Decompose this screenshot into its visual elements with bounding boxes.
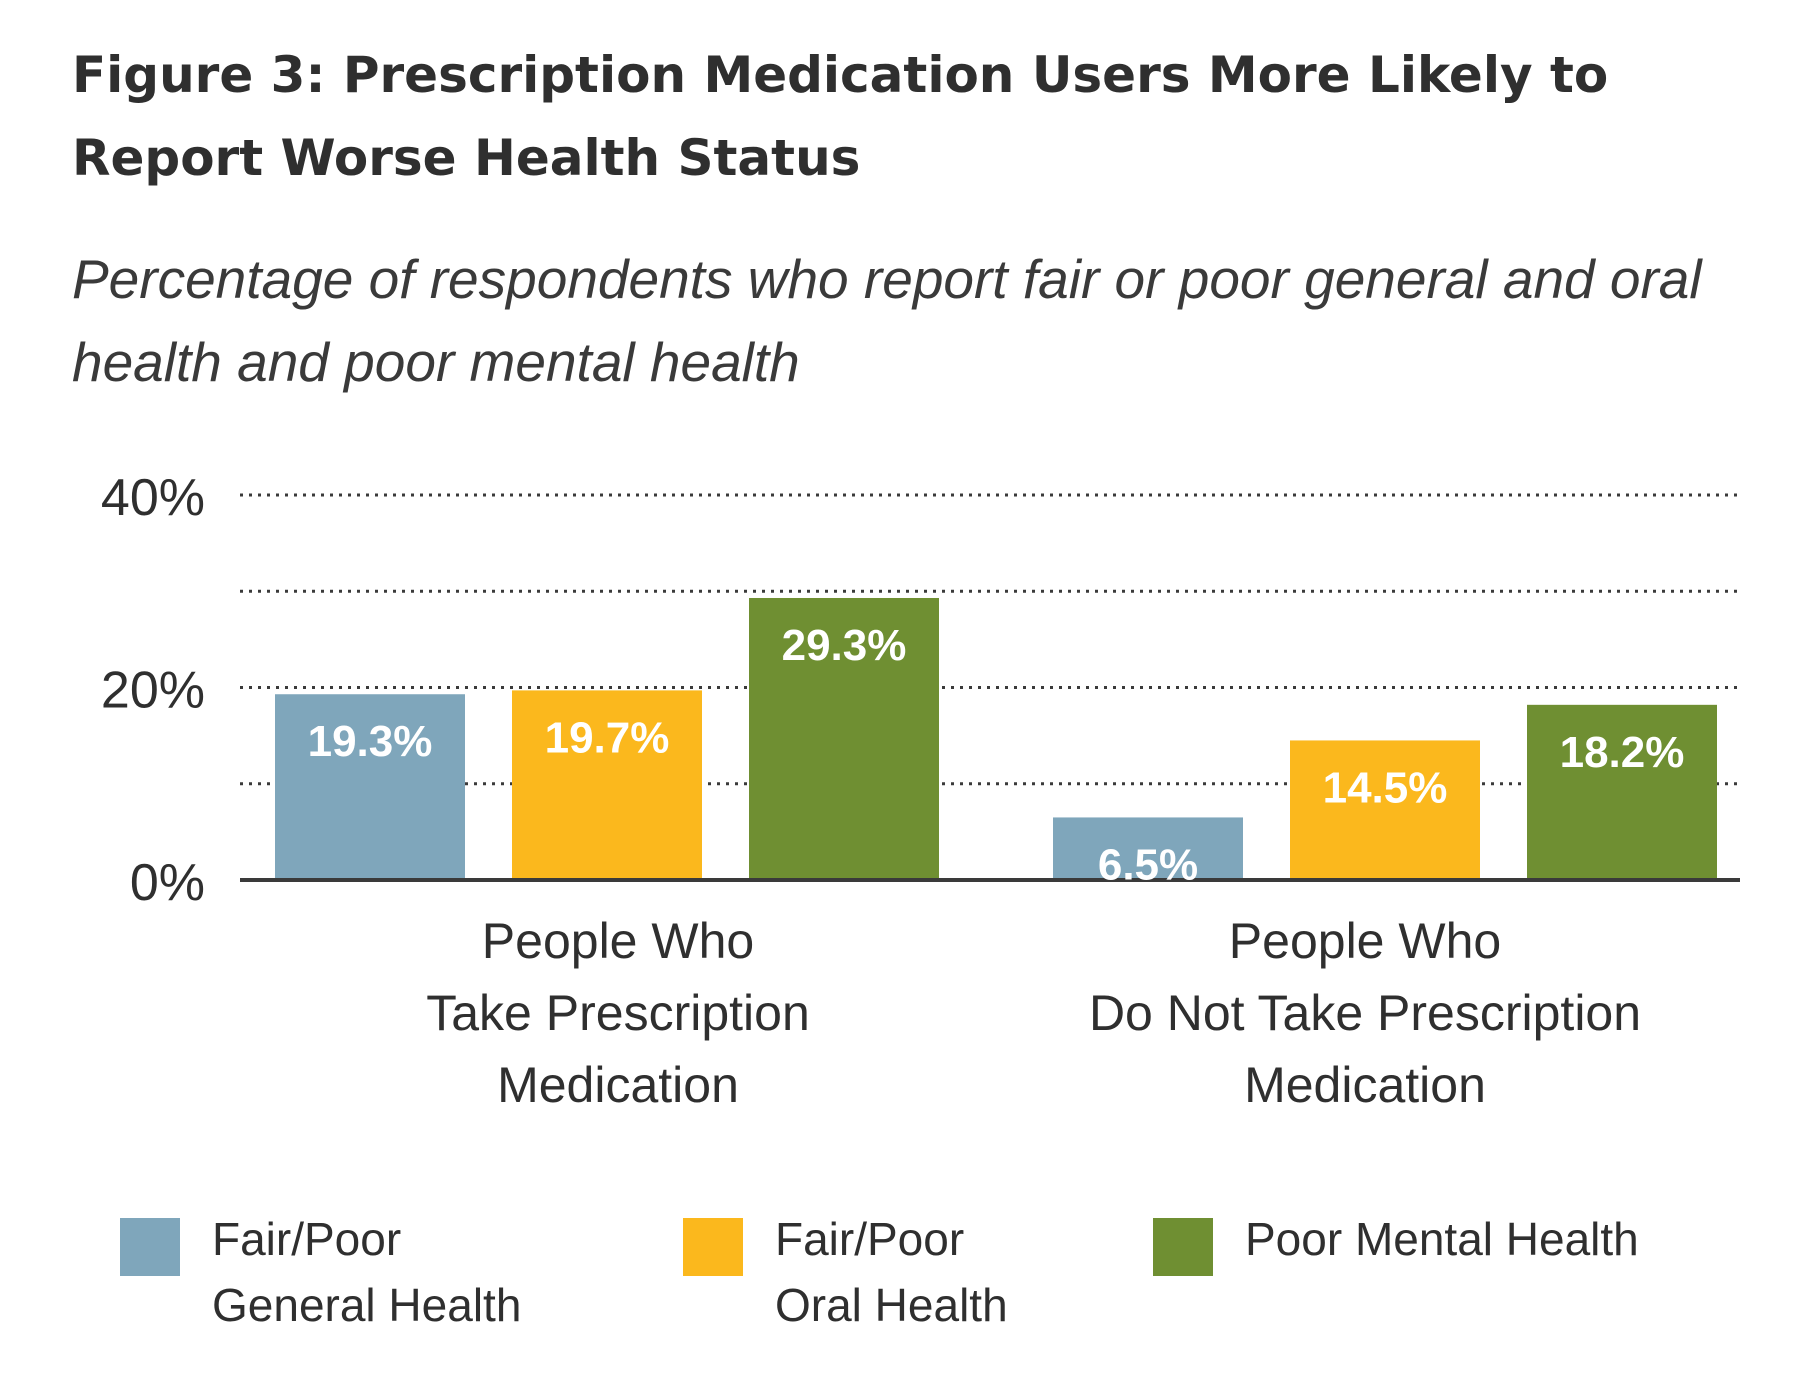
y-tick-label: 0% — [130, 854, 205, 912]
y-tick-label: 40% — [101, 469, 205, 527]
legend-item-general-health: Fair/Poor General Health — [120, 1213, 521, 1338]
data-label: 19.3% — [308, 717, 433, 766]
data-label: 14.5% — [1323, 763, 1448, 812]
bar — [1527, 704, 1717, 880]
chart-title: Figure 3: Prescription Medication Users … — [72, 46, 1609, 187]
data-label: 29.3% — [782, 621, 907, 670]
legend-swatch-mental-health — [1153, 1218, 1213, 1276]
legend-swatch-oral-health — [683, 1218, 743, 1276]
legend-swatch-general-health — [120, 1218, 180, 1276]
y-tick-label: 20% — [101, 662, 205, 720]
bar — [512, 690, 702, 880]
category-label: People Who Do Not Take Prescription Medica… — [1089, 913, 1641, 1113]
legend-item-oral-health: Fair/Poor Oral Health — [683, 1213, 1008, 1338]
data-label: 19.7% — [545, 713, 670, 762]
legend-label-oral-health: Fair/Poor Oral Health — [775, 1213, 1008, 1331]
bar — [749, 597, 939, 880]
bar — [275, 694, 465, 880]
chart-subtitle: Percentage of respondents who report fai… — [72, 248, 1702, 393]
bar — [1053, 817, 1243, 880]
bar — [1290, 740, 1480, 880]
category-label: People Who Take Prescription Medication — [426, 913, 810, 1113]
legend-label-general-health: Fair/Poor General Health — [212, 1213, 522, 1331]
legend-label-mental-health: Poor Mental Health — [1245, 1213, 1639, 1265]
data-label: 18.2% — [1560, 728, 1685, 777]
legend-item-mental-health: Poor Mental Health — [1153, 1213, 1639, 1276]
data-label: 6.5% — [1098, 840, 1198, 889]
